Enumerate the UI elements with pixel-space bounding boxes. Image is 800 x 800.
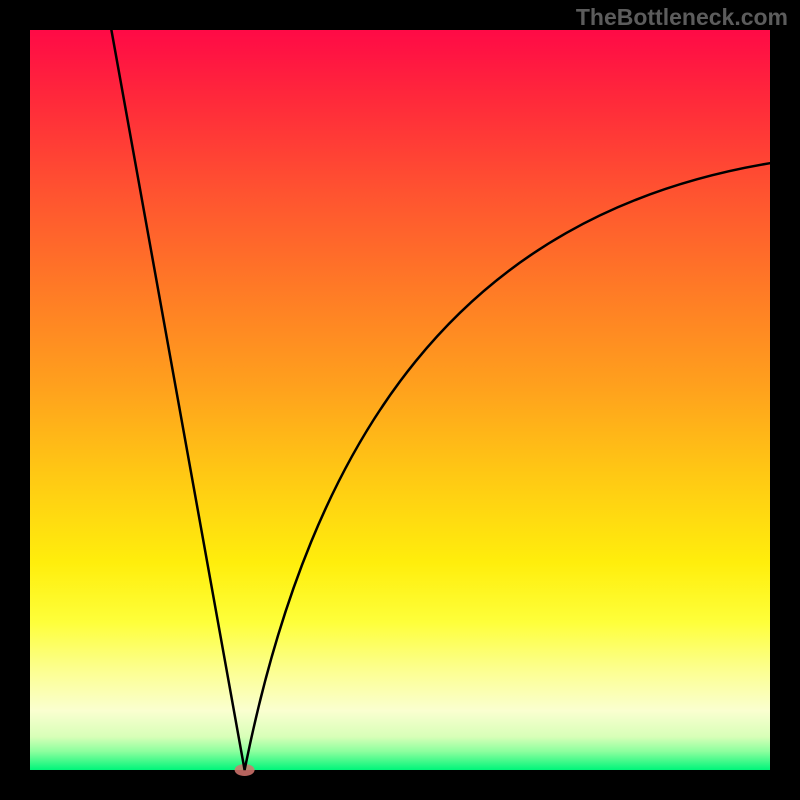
- chart-svg: [0, 0, 800, 800]
- plot-background: [30, 30, 770, 770]
- watermark-text: TheBottleneck.com: [576, 4, 788, 31]
- chart-container: TheBottleneck.com: [0, 0, 800, 800]
